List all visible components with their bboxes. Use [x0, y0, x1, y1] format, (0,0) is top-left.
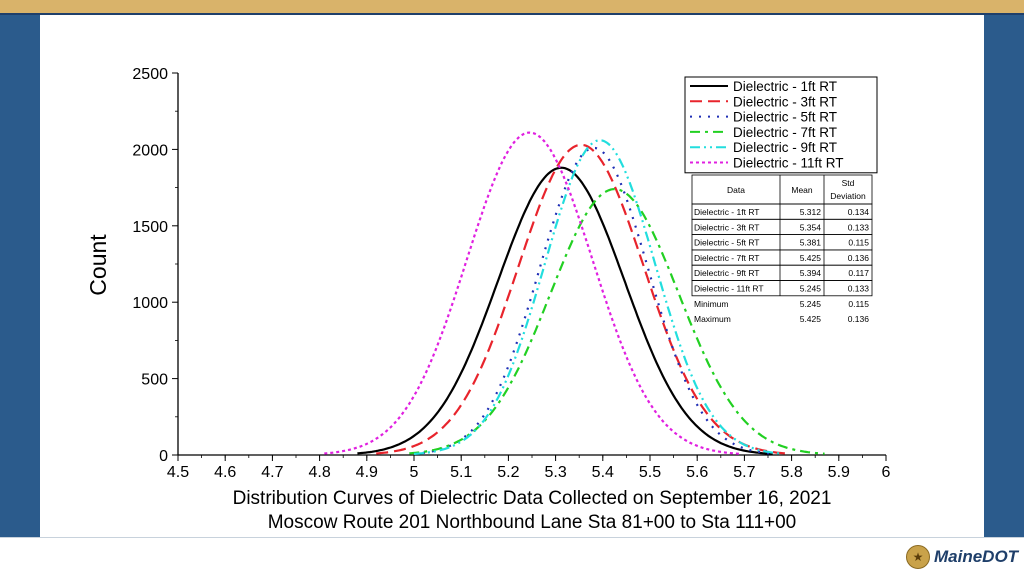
stats-summary-cell: 0.136 — [848, 314, 870, 324]
stats-cell: Dielectric - 1ft RT — [694, 207, 760, 217]
legend-label: Dielectric - 11ft RT — [733, 156, 844, 171]
x-tick-label: 4.9 — [356, 464, 378, 481]
stats-cell: 0.134 — [848, 207, 870, 217]
top-divider — [0, 13, 1024, 15]
series-line-4 — [409, 187, 825, 455]
y-tick-label: 500 — [141, 372, 168, 389]
footer-bar — [0, 537, 1024, 577]
stats-cell: Dielectric - 9ft RT — [694, 268, 760, 278]
x-tick-label: 5 — [410, 464, 419, 481]
chart-curves — [324, 131, 825, 455]
chart-axes: 4.5 4.6 4.7 4.8 4.9 5 5.1 5.2 5.3 5.4 5.5 5.6 5.7 5.8… — [132, 66, 890, 481]
stats-table: Data Mean Std Deviation Dielectric - 1ft RT 5… — [691, 174, 873, 324]
legend-label: Dielectric - 3ft RT — [733, 94, 837, 109]
y-tick-label: 2500 — [132, 66, 168, 83]
y-tick-label: 1500 — [132, 219, 168, 236]
x-tick-label: 4.5 — [167, 464, 189, 481]
stats-cell: 5.245 — [800, 284, 822, 294]
x-tick-label: 4.7 — [261, 464, 283, 481]
stats-header-row — [691, 174, 873, 205]
chart-title-line1: Distribution Curves of Dielectric Data C… — [233, 488, 832, 509]
x-tick-label: 5.9 — [828, 464, 850, 481]
maine-seal-icon: ★ — [906, 545, 930, 569]
y-axis-label: Count — [85, 234, 111, 296]
x-tick-label: 5.5 — [639, 464, 661, 481]
stats-cell: Dielectric - 11ft RT — [694, 284, 764, 294]
x-tick-label: 4.6 — [214, 464, 236, 481]
legend-label: Dielectric - 1ft RT — [733, 79, 837, 94]
legend-box — [684, 76, 878, 174]
series-line-6 — [324, 131, 740, 455]
stats-row — [691, 280, 873, 297]
y-tick-label: 0 — [159, 448, 168, 465]
y-tick-label: 1000 — [132, 295, 168, 312]
logo-text: MaineDOT — [934, 547, 1019, 566]
series-line-3 — [413, 146, 773, 455]
right-side-panel — [984, 15, 1024, 537]
x-tick-label: 5.6 — [686, 464, 708, 481]
stats-summary-cell: Maximum — [694, 314, 731, 324]
top-accent-bar — [0, 0, 1024, 13]
x-tick-label: 5.2 — [497, 464, 519, 481]
legend-label: Dielectric - 7ft RT — [733, 125, 837, 140]
stats-cell: 0.117 — [848, 268, 869, 278]
x-tick-label: 6 — [882, 464, 891, 481]
x-tick-label: 5.7 — [733, 464, 755, 481]
stats-cell: 0.133 — [848, 284, 870, 294]
stats-summary-cell: 5.425 — [800, 314, 822, 324]
stats-cell: 0.115 — [848, 238, 869, 248]
stats-cell: 5.381 — [800, 238, 822, 248]
stats-summary-cell: 5.245 — [800, 299, 822, 309]
x-tick-label: 5.1 — [450, 464, 472, 481]
series-line-2 — [376, 143, 788, 455]
stats-cell: Dielectric - 3ft RT — [694, 222, 760, 232]
stats-cell: 0.133 — [848, 222, 870, 232]
stats-summary-cell: 0.115 — [848, 299, 869, 309]
stats-cell: Dielectric - 7ft RT — [694, 253, 760, 263]
stats-header-cell: Std — [842, 178, 855, 188]
stats-summary-cell: Minimum — [694, 299, 728, 309]
series-line-1 — [357, 166, 773, 455]
left-side-panel — [0, 15, 40, 537]
stats-header-cell: Data — [727, 185, 745, 195]
legend-label: Dielectric - 5ft RT — [733, 110, 837, 125]
x-tick-label: 5.3 — [544, 464, 566, 481]
stats-header-cell: Mean — [791, 185, 813, 195]
stats-header-cell: Deviation — [830, 191, 866, 201]
x-tick-label: 5.8 — [780, 464, 802, 481]
stats-cell: 0.136 — [848, 253, 870, 263]
stats-cell: Dielectric - 5ft RT — [694, 238, 760, 248]
chart-title-line2: Moscow Route 201 Northbound Lane Sta 81+… — [268, 512, 797, 533]
x-tick-label: 4.8 — [308, 464, 330, 481]
series-line-5 — [413, 139, 783, 455]
stats-cell: 5.312 — [800, 207, 822, 217]
stats-cell: 5.354 — [800, 222, 822, 232]
maine-dot-logo: ★ MaineDOT — [906, 543, 1018, 571]
y-tick-label: 2000 — [132, 142, 168, 159]
stats-cell: 5.425 — [800, 253, 822, 263]
legend-label: Dielectric - 9ft RT — [733, 140, 837, 155]
x-tick-label: 5.4 — [592, 464, 614, 481]
stats-cell: 5.394 — [800, 268, 822, 278]
